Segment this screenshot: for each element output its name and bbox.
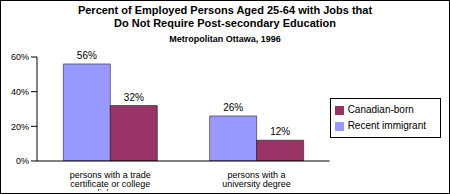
svg-text:persons with auniversity degre: persons with auniversity degree: [222, 170, 291, 189]
html-text:Percent of Employed Persons Ag: Percent of Employed Persons Aged 25-64 w…: [77, 4, 373, 29]
svg-text:32%: 32%: [124, 92, 144, 103]
html-text:Canadian-born: Canadian-born: [347, 104, 414, 115]
svg-text:12%: 12%: [270, 126, 290, 137]
html-text:Metropolitan Ottawa, 1996: Metropolitan Ottawa, 1996: [169, 34, 281, 44]
svg-text:56%: 56%: [77, 50, 97, 61]
svg-text:60%: 60%: [11, 52, 29, 62]
svg-text:40%: 40%: [11, 87, 29, 97]
svg-text:26%: 26%: [223, 102, 243, 113]
svg-text:persons with a tradecertificat: persons with a tradecertificate or colle…: [70, 170, 151, 191]
svg-text:20%: 20%: [11, 122, 29, 132]
html-text:Recent immigrant: Recent immigrant: [347, 120, 426, 131]
svg-text:0%: 0%: [16, 156, 29, 166]
